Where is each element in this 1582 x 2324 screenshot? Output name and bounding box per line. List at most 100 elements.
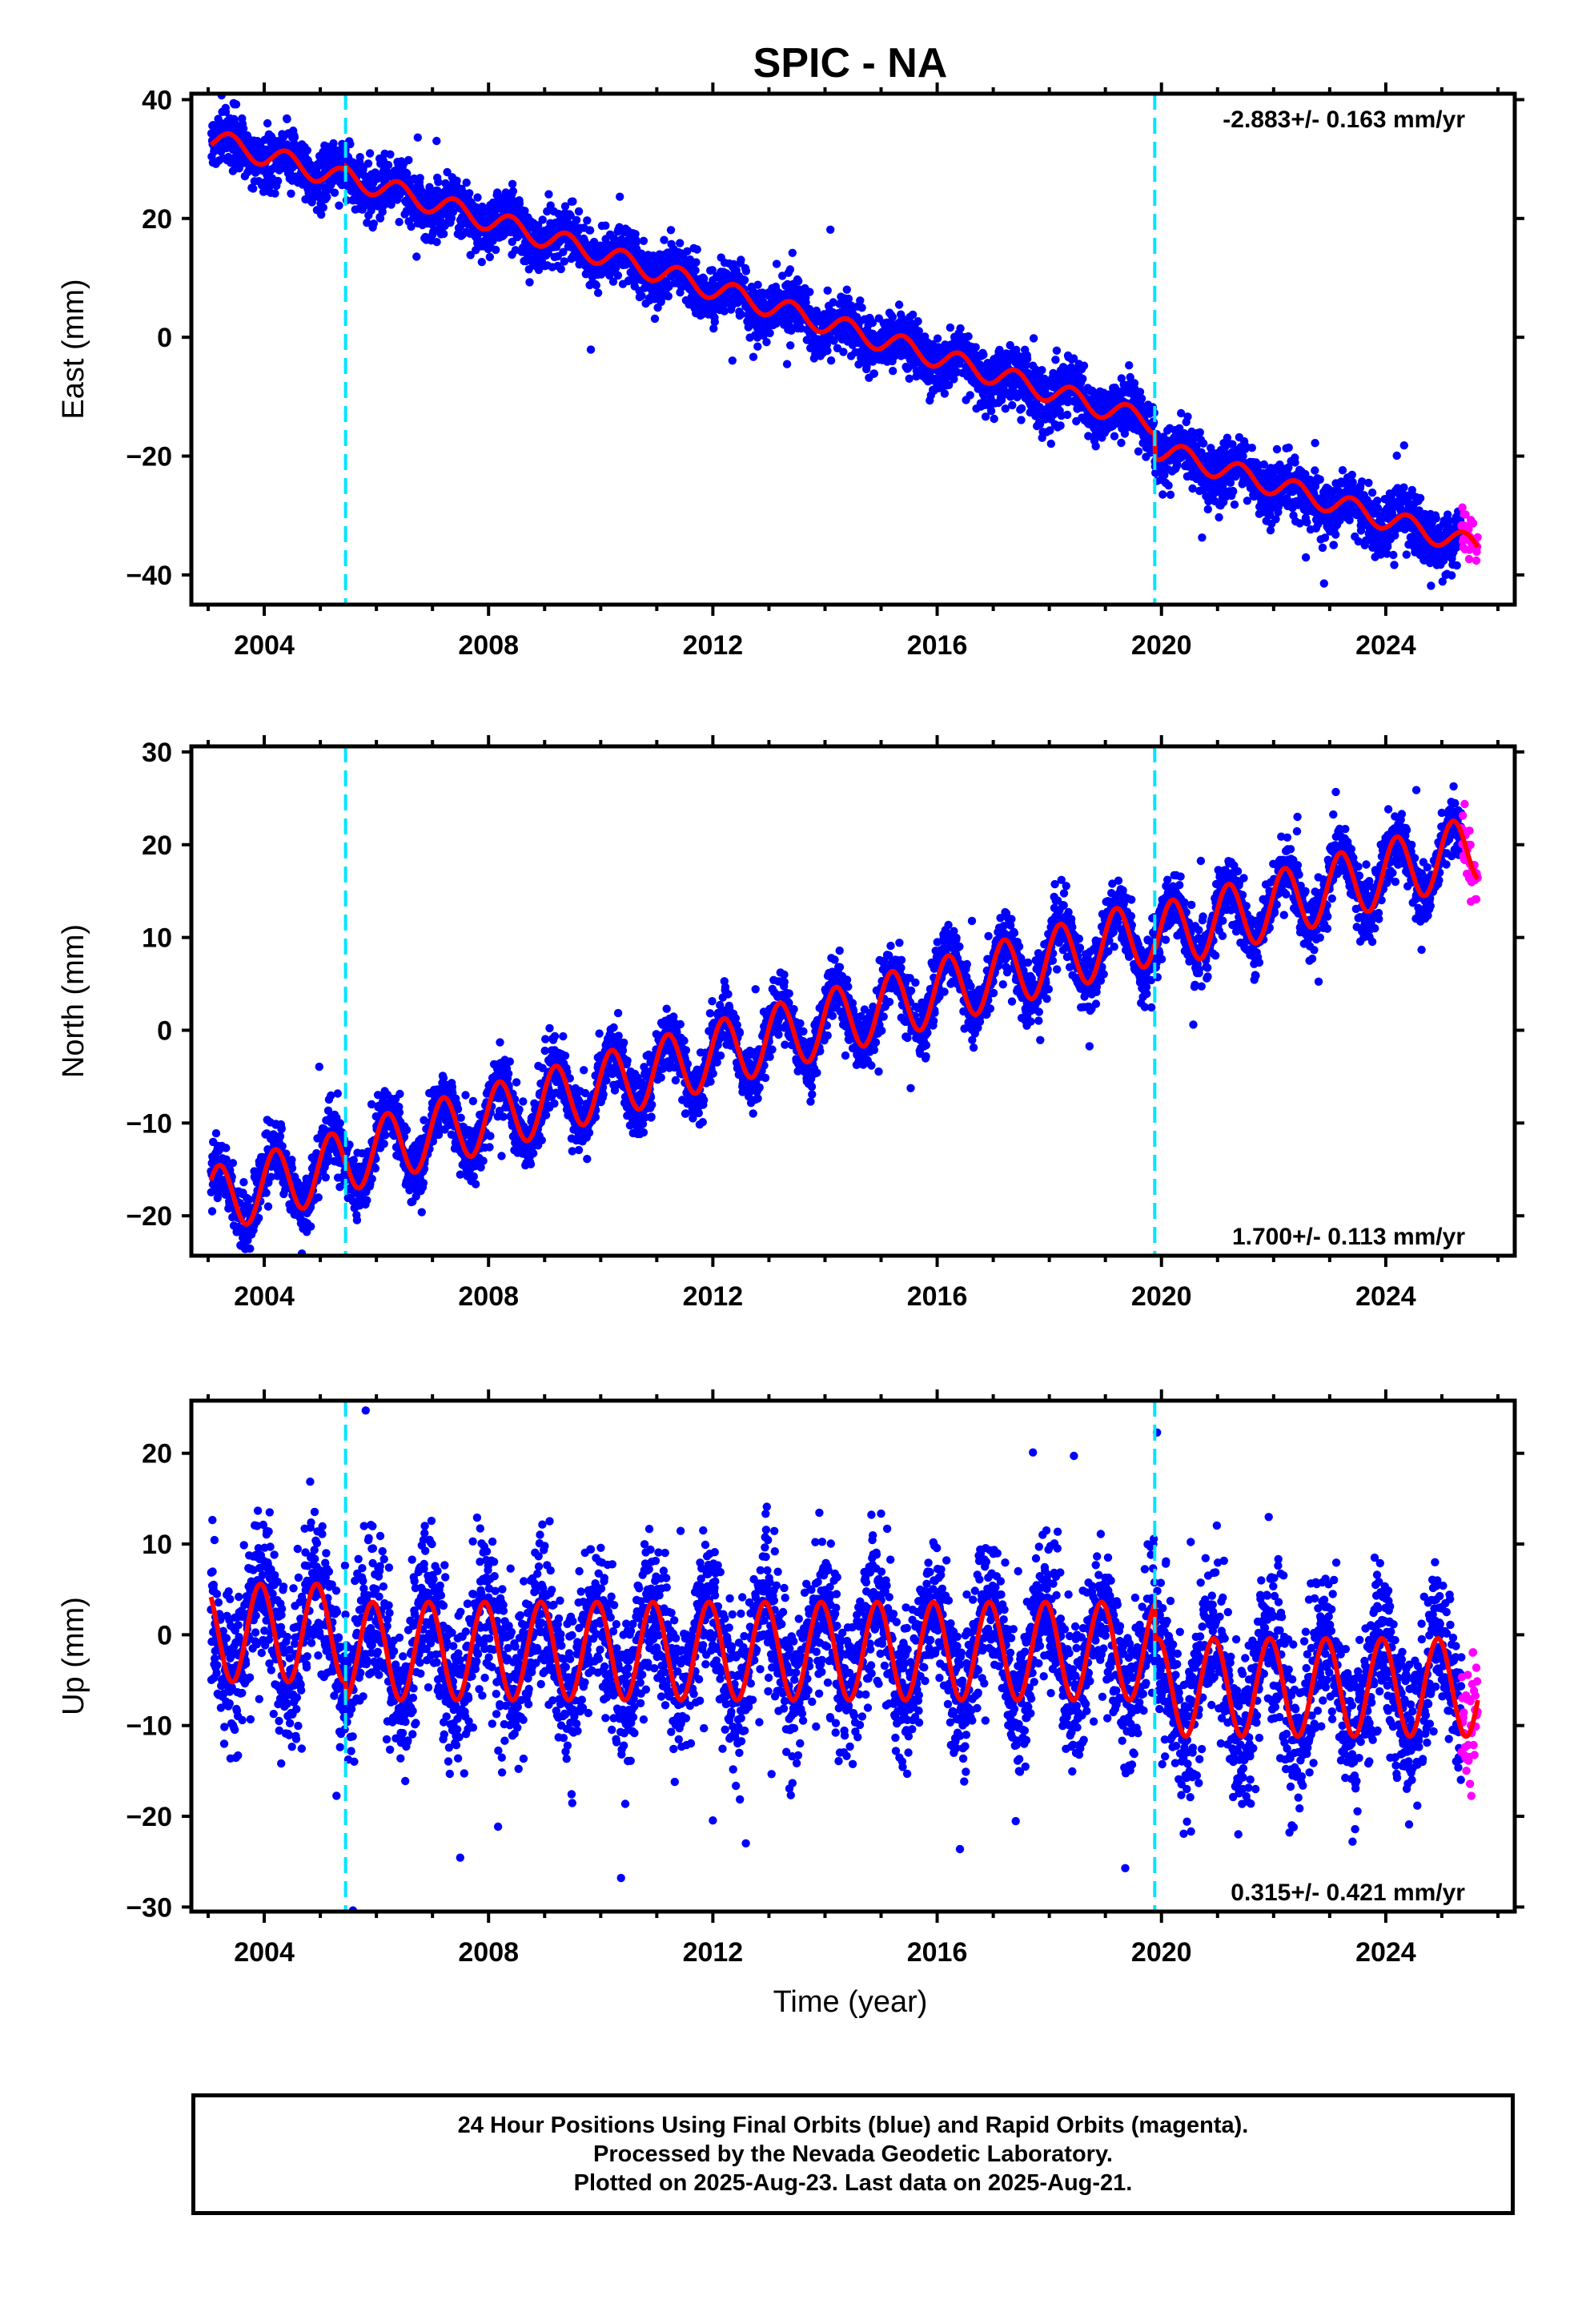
final-orbit-point bbox=[416, 174, 424, 183]
final-orbit-point bbox=[1120, 429, 1130, 438]
final-orbit-point bbox=[1247, 444, 1257, 452]
final-orbit-point bbox=[465, 189, 474, 198]
final-orbit-point bbox=[650, 314, 660, 324]
final-orbit-point bbox=[559, 247, 568, 256]
x-tick-label: 2016 bbox=[907, 630, 968, 661]
final-orbit-point bbox=[574, 207, 584, 216]
final-orbit-point bbox=[995, 345, 1004, 355]
final-orbit-point bbox=[317, 210, 326, 219]
final-orbit-point bbox=[1431, 514, 1441, 523]
final-orbit-point bbox=[413, 133, 422, 142]
final-orbit-point bbox=[1012, 345, 1021, 355]
final-orbit-point bbox=[448, 207, 458, 216]
final-orbit-point bbox=[868, 318, 877, 328]
final-orbit-point bbox=[303, 146, 311, 155]
final-orbit-point bbox=[691, 266, 700, 275]
final-orbit-point bbox=[990, 414, 998, 424]
final-orbit-point bbox=[1091, 442, 1100, 451]
final-orbit-point bbox=[1301, 553, 1311, 562]
final-orbit-point bbox=[869, 357, 877, 366]
final-orbit-point bbox=[823, 286, 832, 295]
final-orbit-point bbox=[1084, 432, 1093, 440]
final-orbit-point bbox=[1315, 475, 1325, 484]
final-orbit-point bbox=[593, 288, 603, 297]
final-orbit-point bbox=[1022, 354, 1032, 364]
final-orbit-point bbox=[462, 178, 471, 187]
final-orbit-point bbox=[772, 259, 781, 268]
final-orbit-point bbox=[971, 343, 980, 352]
x-tick-label: 2008 bbox=[458, 630, 519, 661]
final-orbit-point bbox=[966, 391, 974, 400]
final-orbit-point bbox=[335, 201, 343, 210]
y-tick-label: 20 bbox=[142, 204, 172, 235]
final-orbit-point bbox=[1329, 541, 1339, 549]
final-orbit-point bbox=[826, 356, 836, 365]
final-orbit-point bbox=[1079, 361, 1089, 370]
final-orbit-point bbox=[913, 317, 922, 326]
final-orbit-point bbox=[383, 160, 393, 170]
final-orbit-point bbox=[976, 360, 985, 369]
final-orbit-point bbox=[835, 300, 844, 308]
y-tick-label: −20 bbox=[126, 442, 172, 472]
final-orbit-point bbox=[1125, 361, 1134, 370]
final-orbit-point bbox=[1303, 518, 1311, 527]
x-axis-label: Time (year) bbox=[773, 1985, 928, 2019]
final-orbit-point bbox=[1364, 478, 1373, 488]
final-orbit-point bbox=[1452, 561, 1461, 570]
final-orbit-point bbox=[692, 258, 701, 267]
final-orbit-point bbox=[1215, 513, 1223, 522]
final-orbit-point bbox=[1392, 451, 1401, 460]
final-orbit-point bbox=[432, 136, 441, 146]
final-orbit-point bbox=[794, 276, 803, 286]
final-orbit-point bbox=[822, 340, 832, 349]
final-orbit-point bbox=[346, 139, 355, 149]
final-orbit-point bbox=[319, 203, 327, 212]
final-orbit-point bbox=[1164, 481, 1173, 490]
final-orbit-point bbox=[666, 226, 676, 235]
final-orbit-point bbox=[788, 248, 797, 257]
final-orbit-point bbox=[369, 219, 378, 228]
final-orbit-point bbox=[1272, 444, 1282, 454]
x-tick-label: 2020 bbox=[1131, 630, 1192, 661]
final-orbit-point bbox=[613, 271, 623, 280]
final-orbit-point bbox=[1158, 490, 1167, 499]
final-orbit-point bbox=[1230, 500, 1239, 509]
final-orbit-point bbox=[844, 294, 853, 304]
final-orbit-point bbox=[914, 327, 924, 336]
final-orbit-point bbox=[1110, 432, 1119, 440]
final-orbit-point bbox=[986, 407, 996, 416]
final-orbit-point bbox=[508, 179, 517, 188]
final-orbit-point bbox=[560, 257, 568, 266]
final-orbit-point bbox=[829, 298, 837, 307]
final-orbit-point bbox=[221, 107, 231, 116]
final-orbit-point bbox=[762, 338, 771, 347]
final-orbit-point bbox=[583, 216, 592, 225]
final-orbit-point bbox=[386, 150, 395, 159]
final-orbit-point bbox=[1056, 421, 1065, 430]
final-orbit-point bbox=[1345, 516, 1354, 525]
final-orbit-point bbox=[1311, 466, 1319, 475]
final-orbit-point bbox=[273, 176, 283, 186]
final-orbit-point bbox=[1319, 579, 1329, 588]
final-orbit-point bbox=[765, 328, 774, 338]
final-orbit-point bbox=[524, 265, 533, 274]
final-orbit-point bbox=[1195, 428, 1205, 437]
final-orbit-point bbox=[740, 275, 749, 284]
velocity-rate-label: -2.883+/- 0.163 mm/yr bbox=[1223, 107, 1465, 133]
final-orbit-point bbox=[889, 367, 897, 376]
final-orbit-point bbox=[753, 280, 762, 289]
final-orbit-point bbox=[956, 324, 965, 333]
final-orbit-point bbox=[676, 239, 685, 247]
final-orbit-point bbox=[894, 300, 904, 309]
final-orbit-point bbox=[786, 341, 795, 350]
final-orbit-point bbox=[720, 307, 729, 316]
final-orbit-point bbox=[1447, 571, 1456, 580]
final-orbit-point bbox=[568, 197, 577, 206]
final-orbit-point bbox=[1338, 466, 1347, 475]
final-orbit-point bbox=[1389, 550, 1398, 560]
x-tick-label: 2004 bbox=[234, 630, 295, 661]
final-orbit-point bbox=[330, 188, 339, 197]
final-orbit-point bbox=[710, 317, 719, 327]
final-orbit-point bbox=[601, 221, 610, 230]
